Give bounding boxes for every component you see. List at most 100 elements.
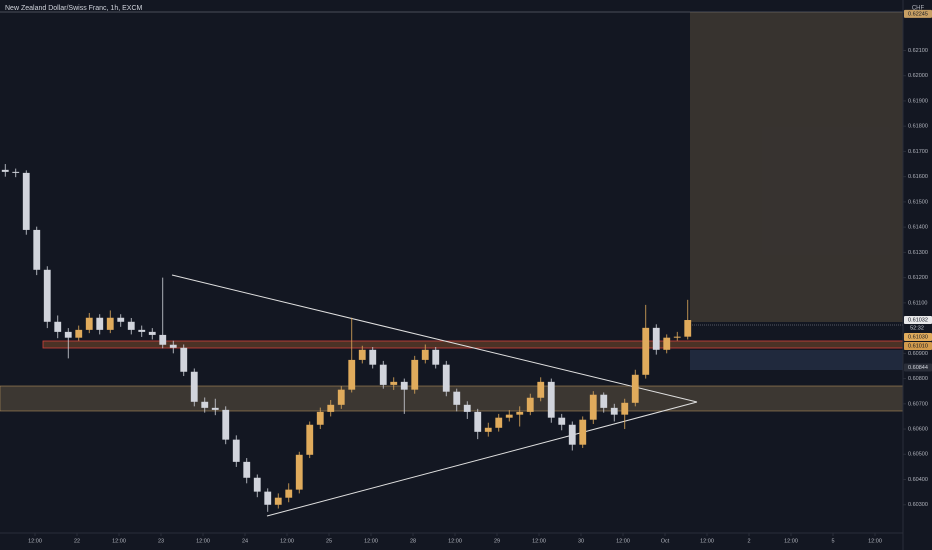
candle-body	[264, 491, 272, 505]
candle-body	[411, 359, 419, 390]
y-tick-label: 0.60700	[908, 401, 928, 407]
y-tick-label: 0.61700	[908, 149, 928, 155]
y-tick-label: 0.61200	[908, 275, 928, 281]
x-tick-label: 12:00	[112, 538, 126, 544]
x-tick-label: 12:00	[784, 538, 798, 544]
candle-body	[631, 374, 639, 403]
chart-title: New Zealand Dollar/Swiss Franc, 1h, EXCM	[5, 5, 142, 12]
candle-body	[274, 497, 282, 505]
candle-body	[306, 424, 314, 455]
candle-body	[463, 404, 471, 412]
x-tick-label: 29	[494, 538, 500, 544]
x-tick-label: 12:00	[28, 538, 42, 544]
candle-body	[253, 477, 261, 492]
candle-body	[663, 337, 671, 350]
candle-body	[180, 347, 188, 372]
candle-body	[138, 329, 146, 332]
x-tick-label: Oct	[661, 538, 670, 544]
x-tick-label: 25	[326, 538, 332, 544]
price-label: 0.60844	[908, 365, 928, 371]
x-tick-label: 12:00	[448, 538, 462, 544]
y-tick-label: 0.61400	[908, 225, 928, 231]
candle-body	[106, 317, 114, 330]
triangle-upper	[171, 274, 698, 403]
candle-body	[516, 411, 524, 415]
y-tick-label: 0.61900	[908, 98, 928, 104]
currency: CHF	[912, 6, 925, 12]
price-label-bg	[904, 363, 932, 372]
candle-body	[600, 394, 608, 408]
price-label-bg	[904, 316, 932, 325]
candle-body	[1, 169, 9, 172]
x-tick-label: 12:00	[196, 538, 210, 544]
x-tick-label: 12:00	[280, 538, 294, 544]
candle-body	[43, 269, 51, 322]
candle-body	[295, 454, 303, 490]
candle-body	[673, 336, 681, 338]
price-label: 0.61030	[908, 334, 928, 340]
candle-body	[54, 321, 62, 332]
y-tick-label: 0.60300	[908, 502, 928, 508]
candle-body	[159, 334, 167, 345]
candle-body	[127, 321, 135, 330]
candle-body	[558, 417, 566, 425]
x-tick-label: 2	[747, 538, 750, 544]
candle-body	[96, 317, 104, 330]
y-tick-label: 0.61500	[908, 199, 928, 205]
y-tick-label: 0.60600	[908, 427, 928, 433]
candle-body	[442, 364, 450, 392]
x-tick-label: 12:00	[532, 538, 546, 544]
candle-body	[547, 381, 555, 418]
candle-body	[117, 317, 125, 322]
candle-body	[453, 391, 461, 405]
candle-body	[169, 344, 177, 348]
candle-body	[358, 349, 366, 360]
candle-body	[610, 407, 618, 415]
candle-body	[684, 320, 692, 337]
candle-body	[495, 417, 503, 428]
y-tick-label: 0.62000	[908, 73, 928, 79]
candle-body	[222, 409, 230, 440]
x-tick-label: 23	[158, 538, 164, 544]
target-box	[690, 12, 903, 322]
triangle-lower	[266, 401, 698, 517]
candle-body	[22, 172, 30, 230]
x-tick-label: 12:00	[364, 538, 378, 544]
candle-body	[568, 424, 576, 445]
support-zone	[0, 385, 904, 412]
y-tick-label: 0.60900	[908, 351, 928, 357]
x-tick-label: 12:00	[700, 538, 714, 544]
y-tick-label: 0.60500	[908, 452, 928, 458]
x-tick-label: 12:00	[868, 538, 882, 544]
y-tick-label: 0.62100	[908, 48, 928, 54]
candle-body	[201, 401, 209, 408]
candle-body	[33, 229, 41, 270]
x-tick-label: 28	[410, 538, 416, 544]
candle-body	[12, 171, 20, 173]
y-tick-label: 0.61600	[908, 174, 928, 180]
candle-body	[75, 329, 83, 338]
x-tick-label: 30	[578, 538, 584, 544]
candle-body	[642, 327, 650, 375]
candle-body	[232, 439, 240, 462]
price-label: 0.61010	[908, 343, 928, 349]
y-tick-label: 0.61100	[908, 300, 927, 306]
price-label-bg	[904, 9, 932, 18]
candle-body	[390, 381, 398, 385]
candle-body	[537, 381, 545, 398]
y-tick-label: 0.61300	[908, 250, 928, 256]
price-label-bg	[904, 333, 932, 342]
candle-body	[505, 414, 513, 418]
y-tick-label: 0.61800	[908, 124, 928, 130]
candle-body	[337, 389, 345, 405]
price-label: 0.61032	[908, 317, 928, 323]
candle-body	[285, 489, 293, 498]
candle-body	[316, 411, 324, 425]
candle-body	[400, 381, 408, 390]
candle-body	[190, 371, 198, 402]
candle-body	[85, 317, 93, 330]
x-tick-label: 5	[831, 538, 834, 544]
